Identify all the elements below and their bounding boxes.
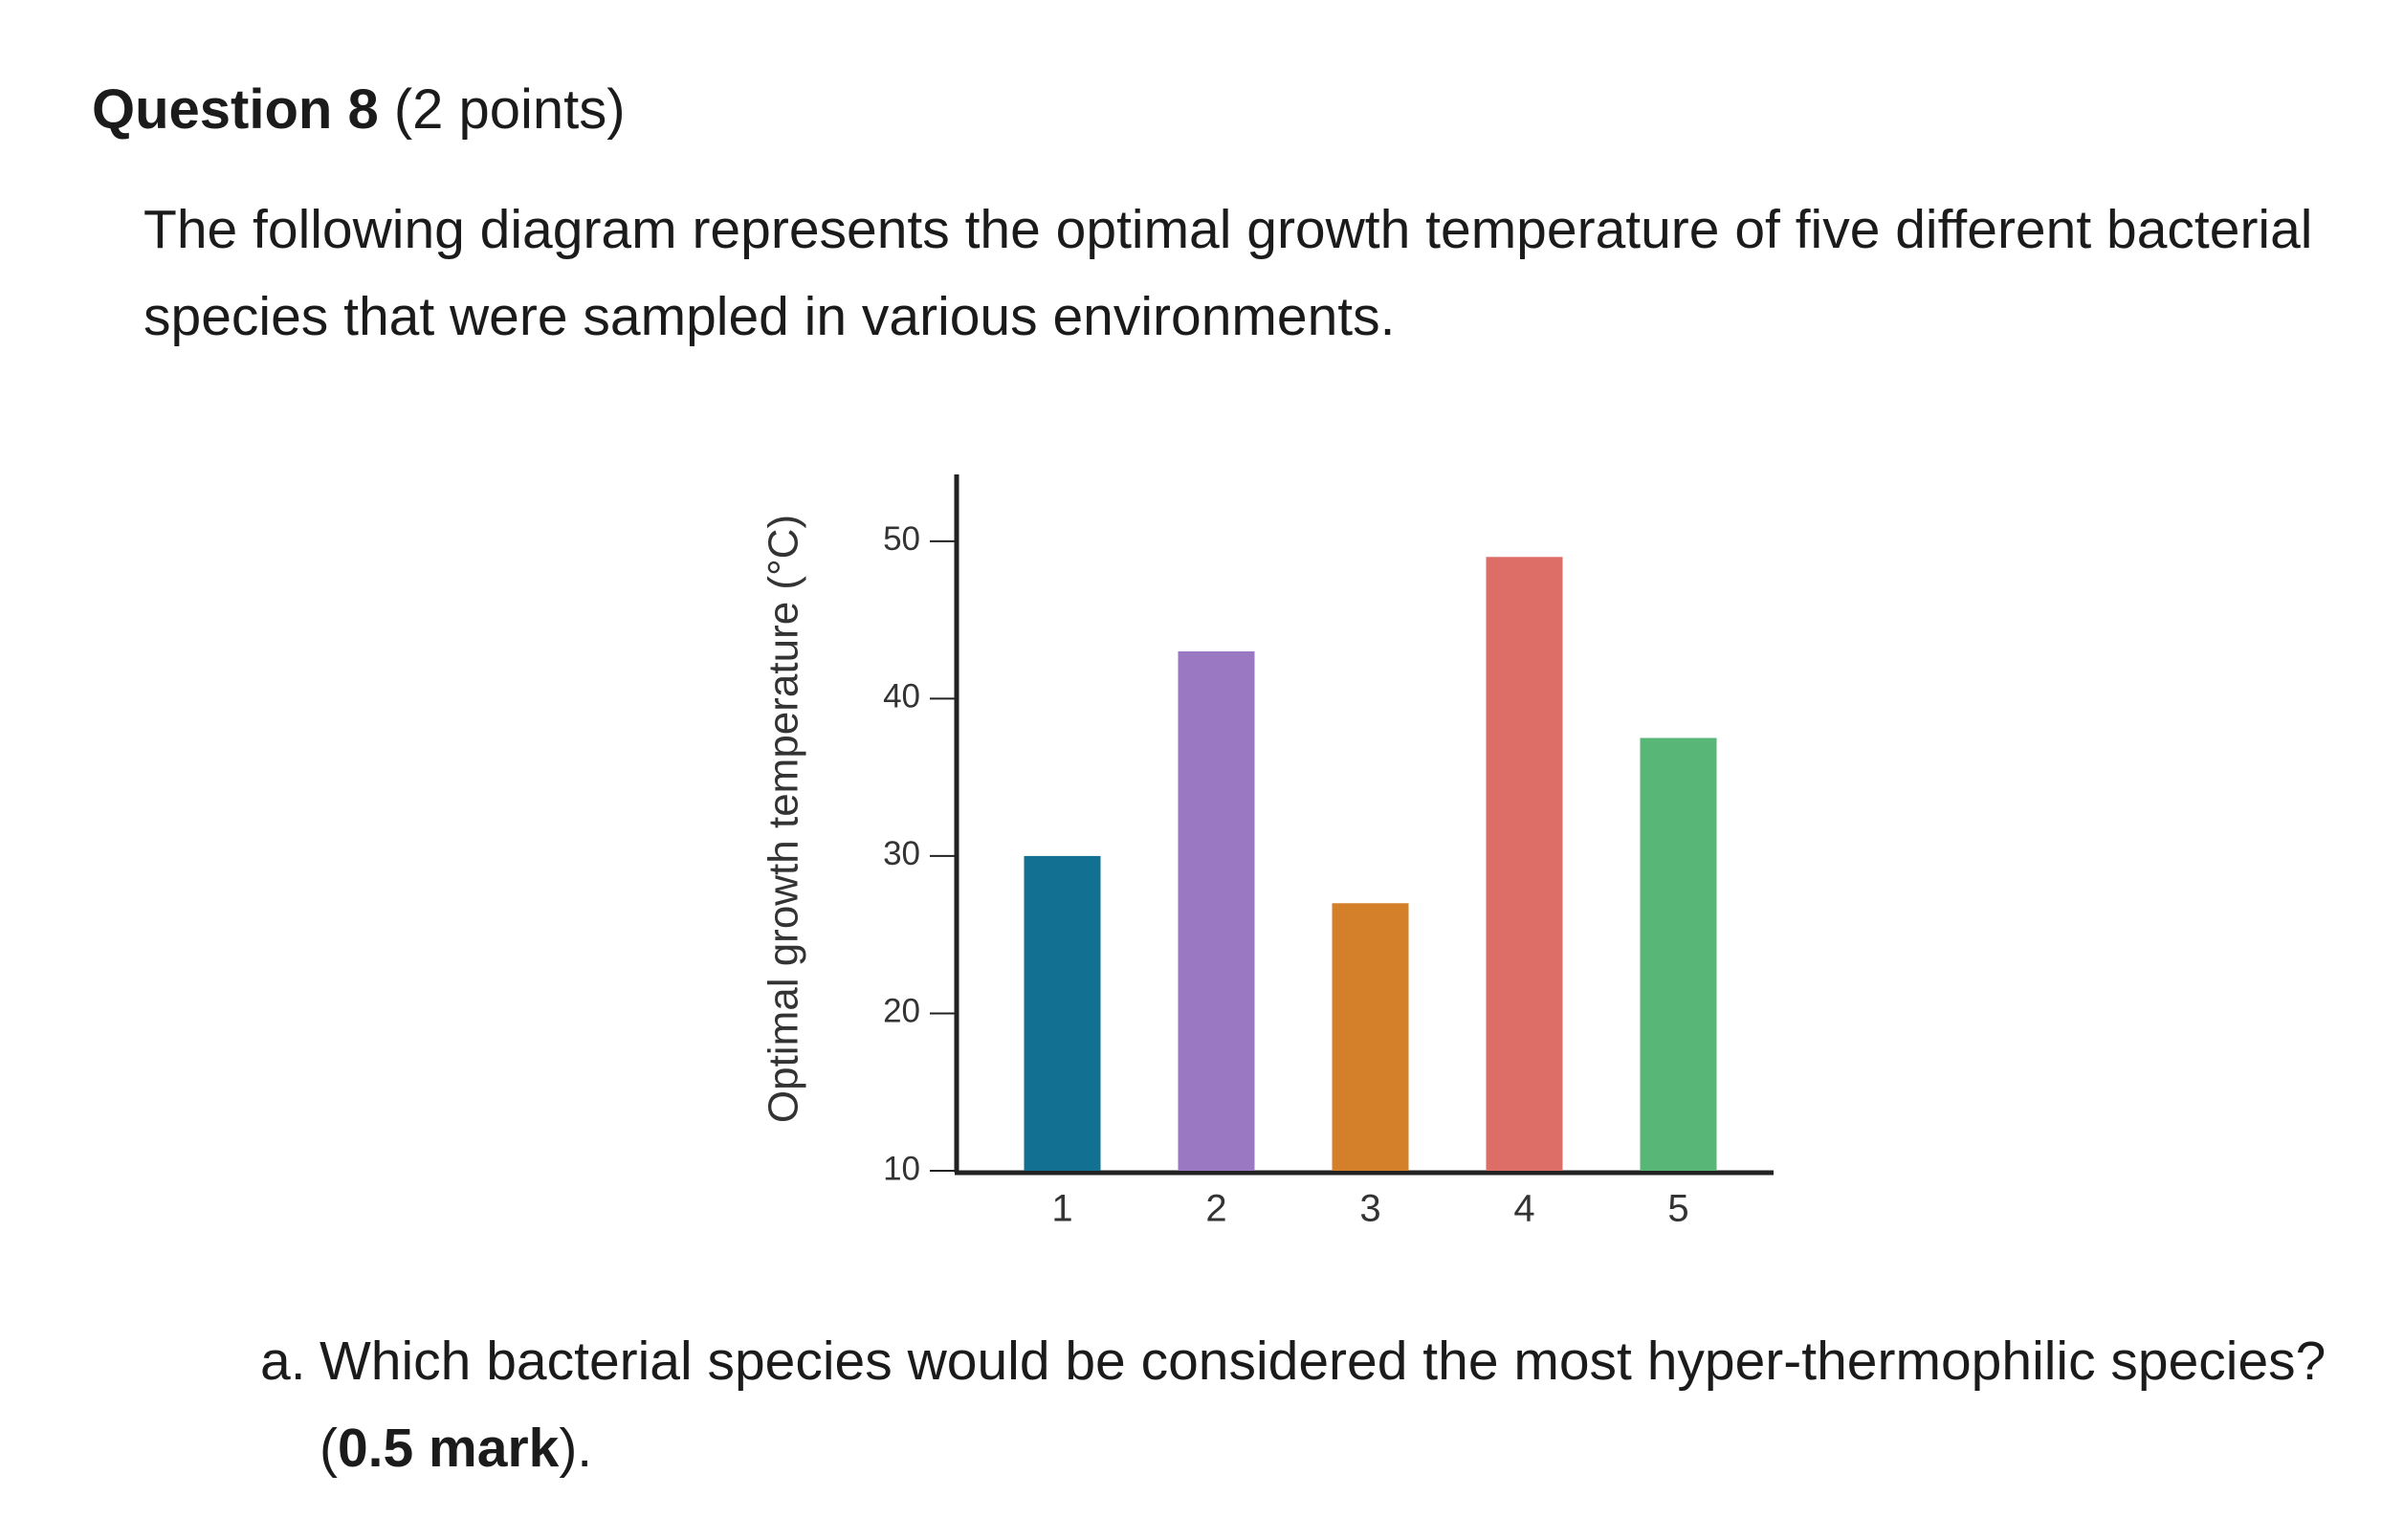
question-points: (2 points) xyxy=(393,78,626,141)
bar xyxy=(1486,557,1563,1171)
x-tick-label: 1 xyxy=(1051,1188,1072,1230)
question-title: Question 8 xyxy=(92,78,379,141)
x-tick-label: 5 xyxy=(1667,1188,1688,1230)
chart: Optimal growth temperature (°C) 10 20 30 40… xyxy=(761,474,1774,1230)
y-axis-label: Optimal growth temperature (°C) xyxy=(761,515,807,1123)
question-header: Question 8 (2 points) xyxy=(92,77,626,143)
y-tick-label: 30 xyxy=(883,835,920,872)
bar xyxy=(1332,903,1409,1171)
question-prompt: The following diagram represents the opt… xyxy=(143,199,2313,347)
y-tick-label: 40 xyxy=(883,678,920,715)
sub-question-marks: 0.5 mark xyxy=(337,1418,560,1479)
x-tick-label: 2 xyxy=(1205,1188,1226,1230)
x-tick-label: 3 xyxy=(1359,1188,1380,1230)
x-tick-label: 4 xyxy=(1513,1188,1534,1230)
bar xyxy=(1640,737,1717,1171)
sub-question-text: Which bacterial species would be conside… xyxy=(320,1318,2328,1492)
sub-question-end: ). xyxy=(559,1418,593,1479)
sub-question: a. Which bacterial species would be consi… xyxy=(260,1318,2328,1492)
y-tick-label: 20 xyxy=(883,993,920,1030)
sub-question-body: Which bacterial species would be conside… xyxy=(320,1331,2326,1479)
sub-question-label: a. xyxy=(260,1331,306,1392)
y-tick-label: 50 xyxy=(883,520,920,558)
bar xyxy=(1024,855,1101,1171)
y-tick-label: 10 xyxy=(883,1150,920,1187)
bar xyxy=(1178,651,1255,1171)
